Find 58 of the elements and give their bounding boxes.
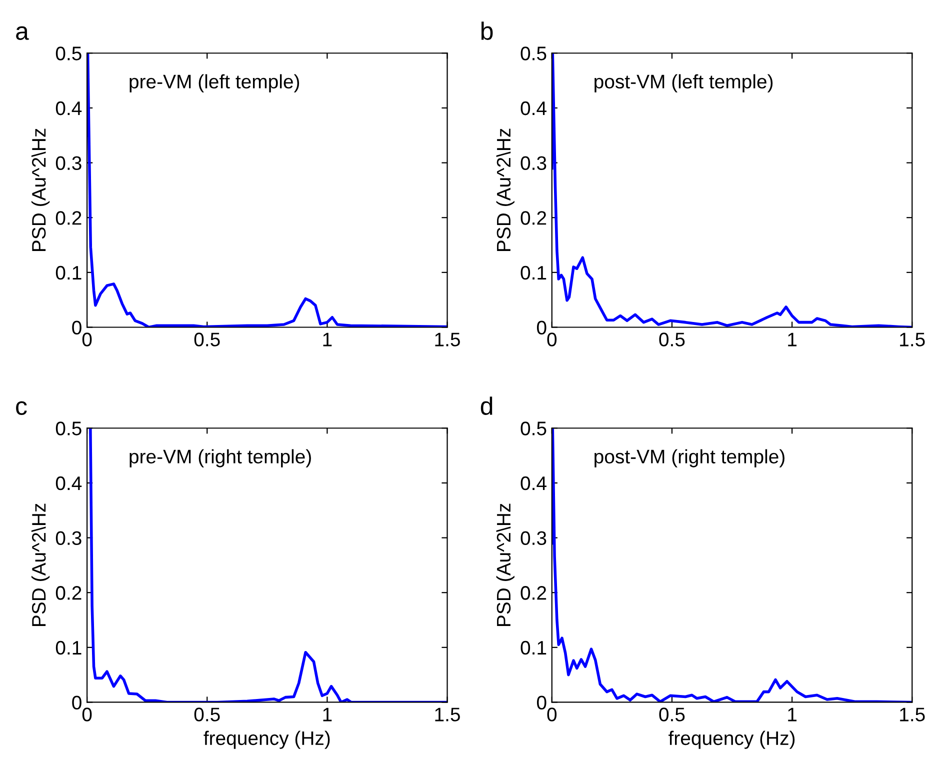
line-series: [89, 428, 448, 702]
chart-title: b: [481, 22, 493, 40]
x-tick-label: 0.5: [194, 332, 220, 346]
y-tick-label: 0.3: [56, 531, 82, 546]
x-tick-label: 1.5: [435, 708, 460, 722]
y-tick-label: 0.3: [520, 531, 546, 546]
x-tick-label: 1.5: [900, 332, 925, 346]
chart-title: d: [480, 396, 492, 415]
x-tick-label: 0: [547, 332, 557, 346]
y-tick-label: 0.3: [520, 156, 546, 170]
x-tick-label: 0.5: [659, 332, 685, 346]
y-tick-label: 0.1: [56, 266, 82, 280]
x-tick-label: 1.5: [900, 708, 925, 722]
y-tick-label: 0: [536, 696, 546, 710]
chart-title: c: [16, 401, 27, 415]
y-axis-title: PSD (Au^2\Hz: [31, 128, 50, 251]
y-tick-label: 0.2: [56, 211, 82, 225]
y-axis-title: PSD (Au^2\Hz: [496, 128, 514, 251]
y-tick-label: 0.2: [56, 586, 82, 600]
line-series: [552, 53, 912, 328]
x-tick-label: 0: [82, 708, 92, 722]
x-tick-label: 0.5: [659, 708, 685, 722]
y-axis-title: PSD (Au^2\Hz: [496, 504, 514, 626]
annotation: pre-VM (left temple): [130, 74, 300, 92]
y-tick-label: 0.5: [520, 46, 546, 60]
x-tick-label: 0: [547, 708, 557, 722]
line-series: [87, 53, 448, 328]
annotation: pre-VM (right temple): [130, 449, 311, 468]
line-series: [552, 428, 912, 702]
y-tick-label: 0: [536, 320, 546, 334]
x-tick-label: 1: [323, 708, 332, 722]
y-tick-label: 0: [72, 320, 82, 334]
y-tick-label: 0.1: [56, 640, 82, 655]
annotation: post-VM (left temple): [594, 74, 773, 92]
x-tick-label: 1: [788, 332, 796, 346]
y-tick-label: 0.4: [56, 476, 82, 490]
y-tick-label: 0.1: [520, 266, 546, 280]
x-tick-label: 0.5: [194, 708, 220, 722]
x-tick-label: 1: [788, 708, 796, 722]
y-tick-label: 0.2: [520, 211, 546, 225]
annotation: post-VM (right temple): [594, 449, 784, 468]
y-tick-label: 0: [72, 696, 82, 710]
y-tick-label: 0.4: [56, 101, 82, 116]
y-tick-label: 0.5: [56, 422, 82, 436]
y-axis-title: PSD (Au^2\Hz: [31, 504, 50, 626]
x-tick-label: 1: [323, 332, 332, 346]
y-tick-label: 0.2: [520, 586, 546, 600]
chart-title: a: [16, 26, 29, 40]
y-tick-label: 0.1: [520, 640, 546, 655]
x-axis-title: frequency (Hz): [668, 730, 795, 749]
y-tick-label: 0.4: [520, 101, 546, 116]
x-axis-title: frequency (Hz): [204, 730, 330, 749]
x-tick-label: 0: [82, 332, 92, 346]
y-tick-label: 0.4: [520, 476, 546, 490]
x-tick-label: 1.5: [435, 332, 460, 346]
y-tick-label: 0.5: [520, 422, 546, 436]
y-tick-label: 0.5: [56, 46, 82, 60]
y-tick-label: 0.3: [56, 156, 82, 170]
